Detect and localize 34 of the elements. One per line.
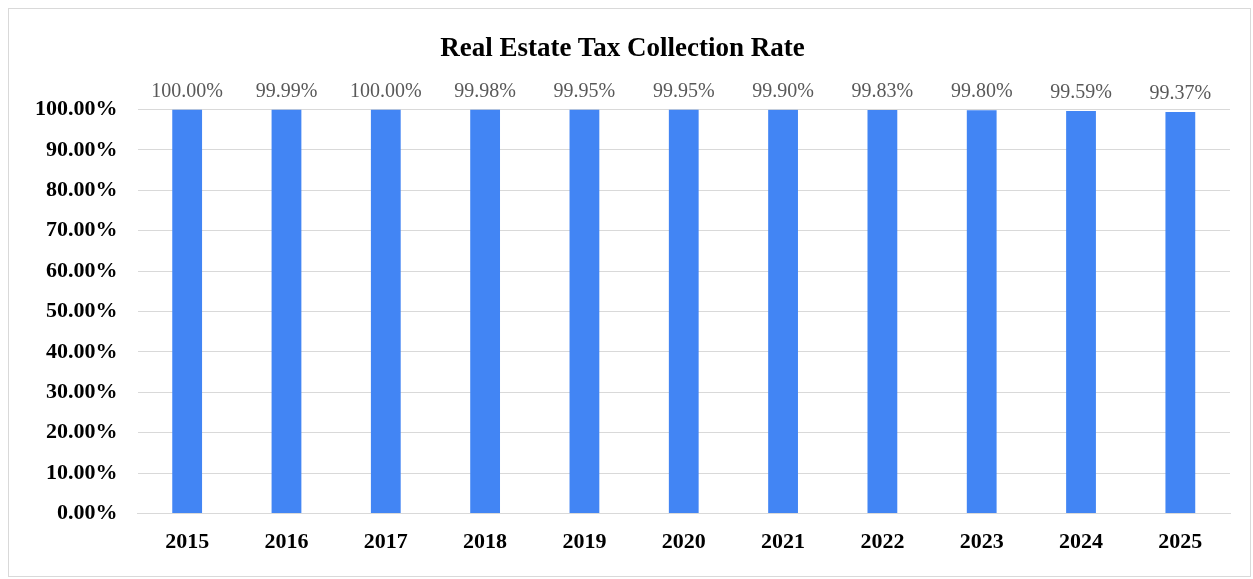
x-tick-label: 2015 [165,528,210,554]
x-tick-label: 2017 [363,528,408,554]
x-tick-label: 2021 [761,528,806,554]
chart-title: Real Estate Tax Collection Rate [440,32,805,63]
y-tick-label: 50.00% [46,297,118,323]
y-tick-label: 80.00% [46,175,118,201]
x-tick-label: 2023 [959,528,1004,554]
y-tick-label: 60.00% [46,256,118,282]
data-label: 99.98% [454,78,516,101]
data-label: 99.83% [851,79,914,102]
y-tick-label: 10.00% [46,458,118,484]
x-tick-label: 2024 [1059,528,1104,554]
x-tick-label: 2022 [860,528,905,554]
x-tick-label: 2016 [264,528,309,554]
y-tick-label: 20.00% [46,418,118,444]
y-tick-label: 90.00% [46,135,118,161]
y-tick-label: 40.00% [46,337,118,363]
x-tick-label: 2025 [1158,528,1203,554]
data-label: 99.80% [950,79,1013,102]
x-tick-label: 2020 [661,528,706,554]
data-label: 99.95% [652,78,715,101]
x-tick-label: 2019 [562,528,607,554]
data-label: 100.00% [349,78,422,101]
data-label: 99.99% [255,78,318,101]
data-label: 99.59% [1050,80,1112,103]
y-tick-label: 70.00% [46,216,118,242]
y-tick-label: 0.00% [57,499,118,525]
data-label: 99.90% [752,79,814,102]
y-tick-label: 30.00% [46,378,118,404]
data-label: 99.95% [553,78,616,101]
x-tick-label: 2018 [463,528,508,554]
y-tick-label: 100.00% [35,95,118,121]
data-label: 99.37% [1149,81,1212,104]
data-label: 100.00% [151,78,223,101]
